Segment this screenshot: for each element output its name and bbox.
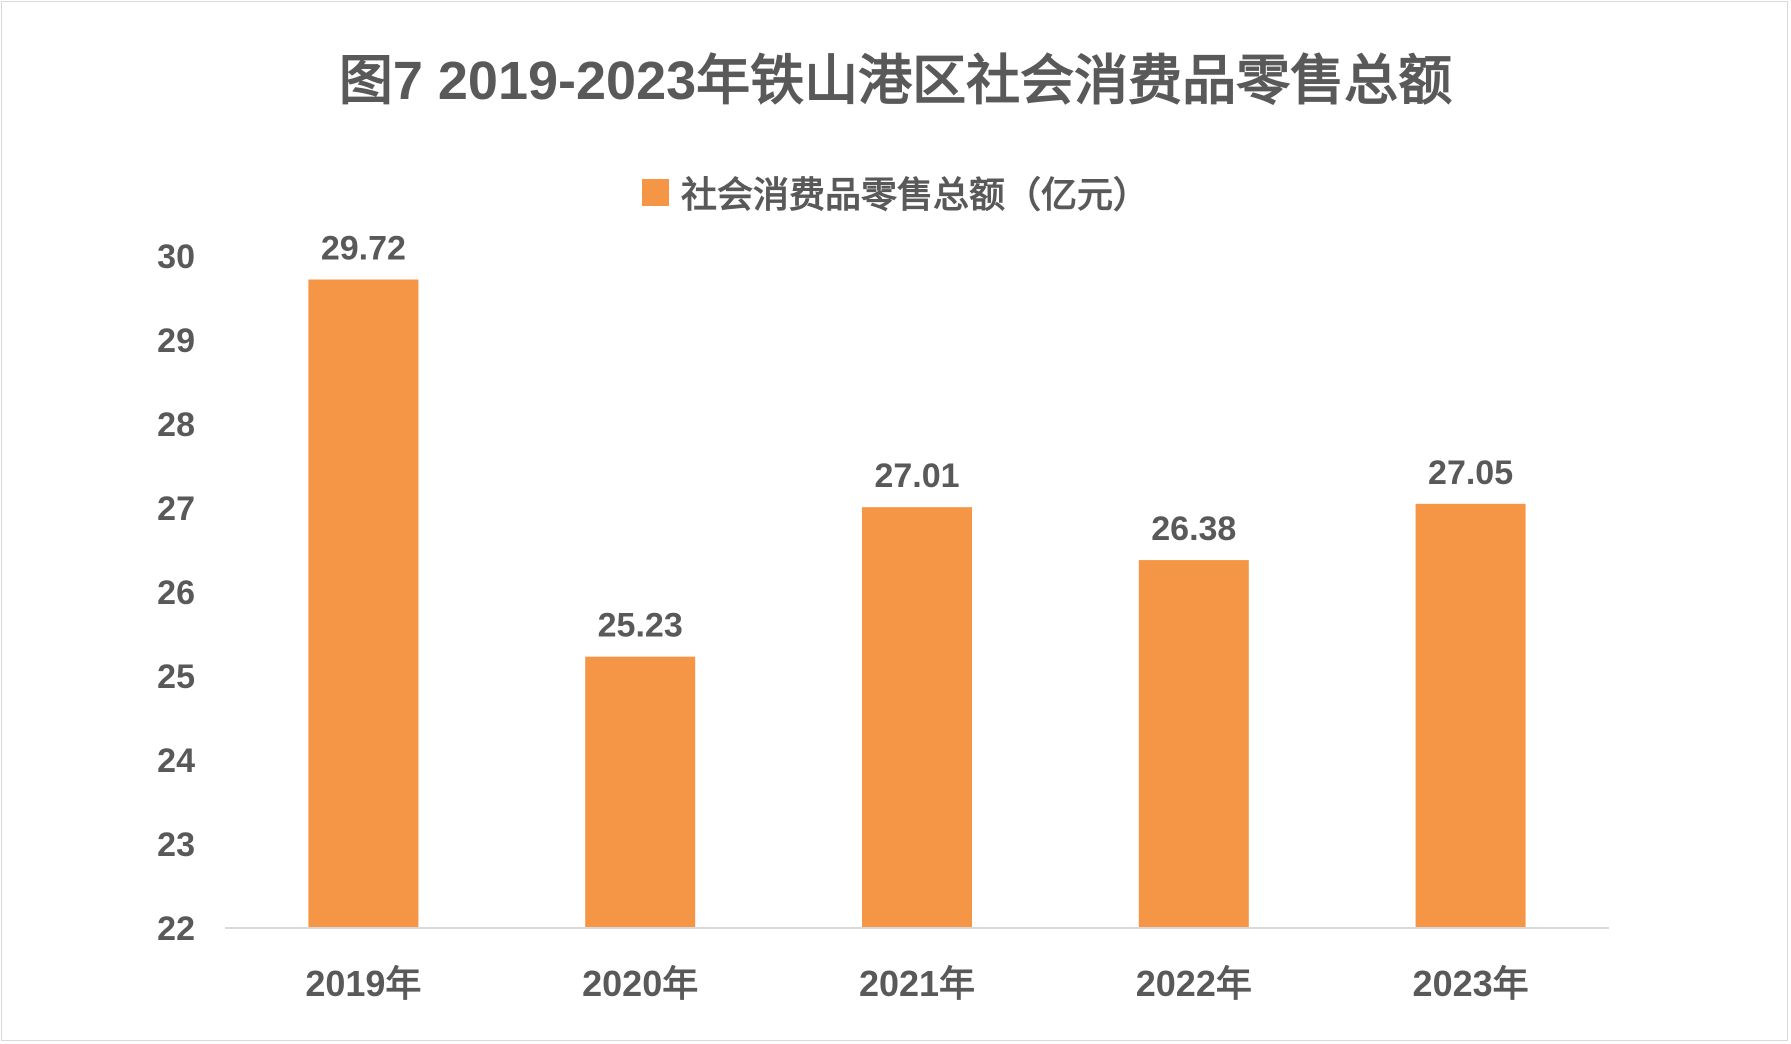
y-tick-label: 25 bbox=[157, 658, 195, 696]
x-tick-label: 2020年 bbox=[582, 963, 698, 1004]
bar bbox=[1415, 503, 1526, 928]
x-tick-label: 2021年 bbox=[859, 963, 975, 1004]
data-label: 25.23 bbox=[598, 607, 683, 645]
bar bbox=[585, 656, 696, 928]
bar bbox=[862, 507, 972, 928]
legend-swatch bbox=[641, 178, 669, 206]
data-label: 29.72 bbox=[321, 230, 406, 268]
y-tick-label: 22 bbox=[157, 910, 195, 948]
y-tick-label: 27 bbox=[157, 490, 195, 528]
data-label: 27.01 bbox=[874, 457, 959, 495]
y-tick-label: 24 bbox=[157, 742, 195, 780]
data-label: 27.05 bbox=[1428, 454, 1513, 492]
y-tick-label: 29 bbox=[157, 322, 195, 360]
y-tick-label: 26 bbox=[157, 574, 195, 612]
x-tick-label: 2023年 bbox=[1413, 963, 1529, 1004]
x-tick-label: 2019年 bbox=[305, 963, 421, 1004]
data-label: 26.38 bbox=[1151, 510, 1236, 548]
legend: 社会消费品零售总额（亿元） bbox=[0, 166, 1791, 218]
bar bbox=[1138, 560, 1249, 928]
legend-label: 社会消费品零售总额（亿元） bbox=[680, 174, 1149, 215]
x-tick-label: 2022年 bbox=[1136, 963, 1252, 1004]
bar bbox=[308, 279, 419, 928]
y-tick-label: 28 bbox=[157, 406, 195, 444]
y-tick-label: 30 bbox=[157, 238, 195, 276]
y-tick-label: 23 bbox=[157, 826, 195, 864]
chart-title: 图7 2019-2023年铁山港区社会消费品零售总额 bbox=[338, 51, 1453, 111]
